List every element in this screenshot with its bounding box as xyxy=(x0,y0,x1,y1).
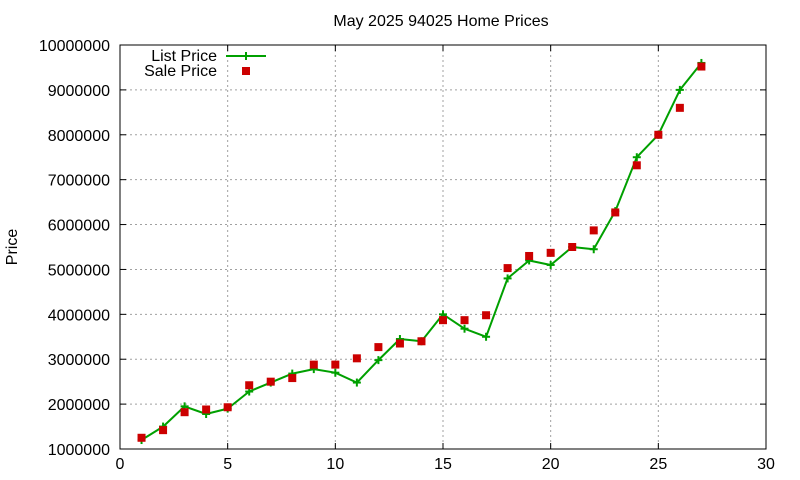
sale-price-point xyxy=(159,426,168,435)
list-price-point xyxy=(374,356,383,365)
legend-label-sale-price: Sale Price xyxy=(144,63,217,80)
legend: List Price Sale Price xyxy=(144,48,266,80)
y-tick-labels: 1000000 2000000 3000000 4000000 5000000 60000… xyxy=(39,38,110,459)
x-tick-label: 5 xyxy=(223,456,232,473)
y-tick-label: 3000000 xyxy=(48,352,110,369)
x-tick-labels: 0 5 10 15 20 25 30 xyxy=(116,456,775,473)
sale-price-point xyxy=(611,208,620,217)
grid xyxy=(120,45,766,449)
list-price-point xyxy=(503,274,512,283)
sale-price-point xyxy=(223,403,232,412)
y-tick-label: 2000000 xyxy=(48,397,110,414)
x-tick-label: 30 xyxy=(757,456,775,473)
sale-price-point xyxy=(202,405,211,414)
sale-price-point xyxy=(632,161,641,170)
y-tick-label: 9000000 xyxy=(48,83,110,100)
sale-price-point xyxy=(288,374,297,383)
list-price-point xyxy=(546,260,555,269)
x-tick-label: 20 xyxy=(542,456,560,473)
sale-price-point xyxy=(417,337,426,346)
sale-price-point xyxy=(460,316,469,325)
y-axis-label: Price xyxy=(4,229,21,266)
series-sale-price xyxy=(137,62,706,442)
list-price-point xyxy=(632,153,641,162)
list-price-point xyxy=(331,368,340,377)
sale-price-point xyxy=(180,408,189,417)
x-tick-label: 15 xyxy=(434,456,452,473)
sale-price-point xyxy=(395,339,404,348)
sale-price-point xyxy=(482,311,491,320)
sale-price-point xyxy=(568,243,577,251)
series xyxy=(137,58,706,445)
sale-price-point xyxy=(331,360,340,369)
legend-marker-list-price xyxy=(242,52,250,60)
sale-price-point xyxy=(697,62,706,71)
y-tick-label: 5000000 xyxy=(48,262,110,279)
sale-price-point xyxy=(654,130,663,139)
sale-price-point xyxy=(374,343,383,352)
y-tick-label: 4000000 xyxy=(48,307,110,324)
y-tick-label: 1000000 xyxy=(48,442,110,459)
legend-label-list-price: List Price xyxy=(151,48,217,65)
y-tick-label: 8000000 xyxy=(48,128,110,145)
legend-swatch-sale-price xyxy=(242,67,250,75)
list-price-point xyxy=(589,245,598,254)
sale-price-point xyxy=(137,433,146,442)
list-price-point xyxy=(460,324,469,333)
list-price-point xyxy=(482,332,491,341)
sale-price-point xyxy=(525,251,534,260)
sale-price-point xyxy=(352,354,361,363)
sale-price-point xyxy=(546,248,555,257)
sale-price-point xyxy=(309,360,318,369)
x-tick-label: 10 xyxy=(326,456,344,473)
y-tick-label: 6000000 xyxy=(48,218,110,235)
list-price-point xyxy=(675,85,684,94)
sale-price-point xyxy=(675,103,684,112)
y-tick-label: 10000000 xyxy=(39,38,110,55)
sale-price-point xyxy=(589,226,598,235)
sale-price-point xyxy=(266,377,275,386)
sale-price-point xyxy=(439,316,447,325)
axis-ticks xyxy=(119,44,767,450)
x-tick-label: 25 xyxy=(649,456,667,473)
y-tick-label: 7000000 xyxy=(48,173,110,190)
list-price-point xyxy=(352,378,361,387)
x-tick-label: 0 xyxy=(116,456,125,473)
sale-price-point xyxy=(245,381,254,390)
chart-title: May 2025 94025 Home Prices xyxy=(333,13,548,30)
sale-price-point xyxy=(503,264,512,273)
